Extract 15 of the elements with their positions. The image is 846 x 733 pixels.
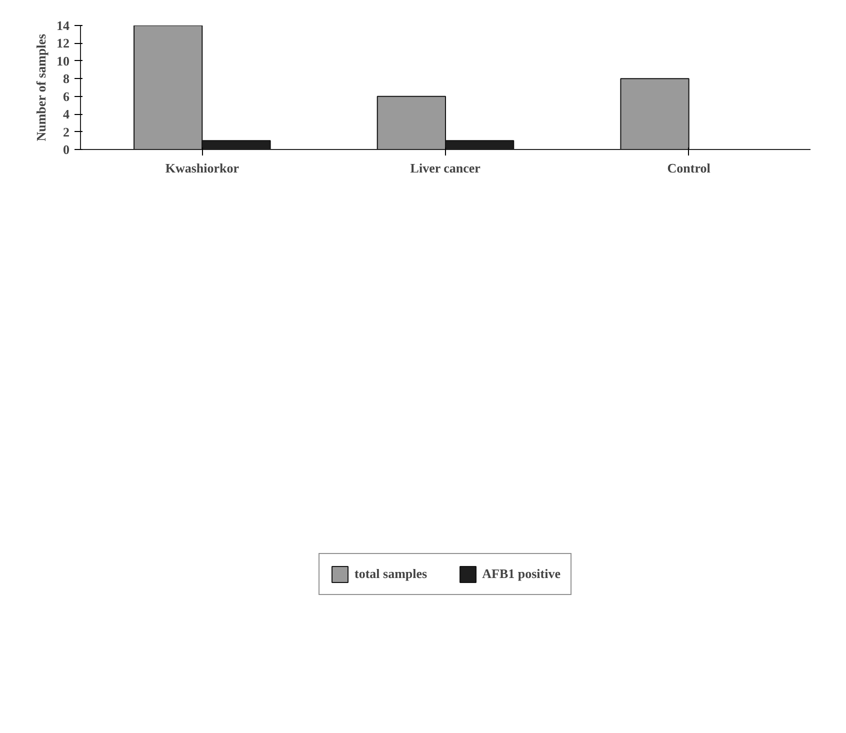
y-tick-label: 8	[63, 71, 70, 86]
y-tick-label: 4	[63, 106, 70, 122]
x-tick-label: Kwashiorkor	[165, 160, 240, 176]
x-tick-label: Control	[667, 160, 711, 176]
y-tick-label: 10	[56, 53, 70, 68]
x-tick-label: Liver cancer	[410, 160, 481, 176]
bar	[620, 78, 690, 150]
legend-label: total samples	[354, 566, 428, 582]
y-tick-label: 12	[56, 36, 70, 51]
y-tick-label: 0	[63, 142, 70, 157]
y-axis-title: Number of samples	[34, 34, 48, 142]
y-tick-label: 6	[63, 88, 70, 104]
y-tick-label: 2	[63, 124, 70, 140]
legend-label: AFB1 positive	[482, 566, 560, 582]
y-tick-label: 14	[56, 18, 70, 33]
